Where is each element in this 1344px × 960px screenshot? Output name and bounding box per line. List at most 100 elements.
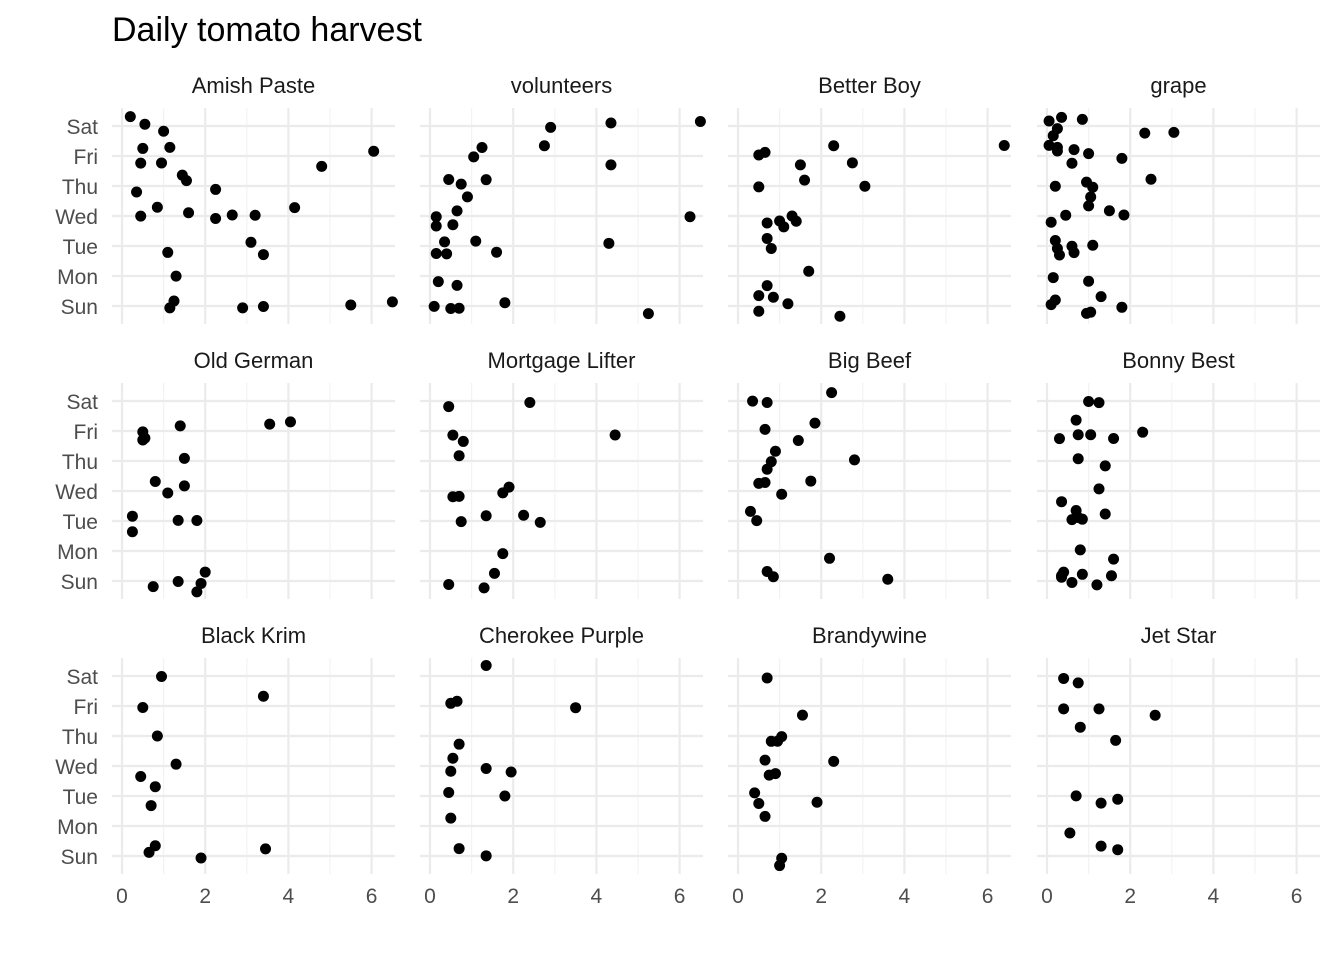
data-point [178,452,190,464]
data-point [642,308,654,320]
data-point [603,237,615,249]
data-point [782,298,794,310]
data-point [1051,243,1063,255]
data-point [345,299,357,311]
data-point [476,141,488,153]
data-point [1076,568,1088,580]
data-point [455,516,467,528]
data-point [147,581,159,593]
y-tick-label: Mon [57,266,98,289]
data-point [126,510,138,522]
data-point [451,279,463,291]
y-tick-label: Fri [74,146,99,169]
y-tick-label: Wed [55,481,98,504]
data-point [1085,429,1097,441]
data-point [811,796,823,808]
data-point [430,247,442,259]
data-point [1068,144,1080,156]
facet-label: Better Boy [818,73,921,98]
data-point [1058,672,1070,684]
data-point [451,205,463,217]
data-point [684,211,696,223]
data-point [491,246,503,258]
data-point [753,181,765,193]
y-tick-label: Tue [63,236,98,259]
data-point [443,787,455,799]
x-tick-label: 2 [1124,885,1136,908]
data-point [443,579,455,591]
data-point [1095,840,1107,852]
data-point [149,840,161,852]
data-point [1072,677,1084,689]
x-tick-label: 2 [507,885,519,908]
data-point [998,139,1010,151]
data-point [792,434,804,446]
x-tick-label: 6 [366,885,378,908]
data-point [1051,145,1063,157]
data-point [1112,844,1124,856]
data-point [137,702,149,714]
data-point [499,790,511,802]
data-point [759,810,771,822]
data-point [1145,173,1157,185]
data-point [451,695,463,707]
data-point [794,159,806,171]
data-point [1072,429,1084,441]
data-point [178,480,190,492]
data-point [828,140,840,152]
y-tick-label: Tue [63,511,98,534]
data-point [1045,216,1057,228]
data-point [183,207,195,219]
data-point [796,709,808,721]
data-point [1087,181,1099,193]
data-point [226,209,238,221]
data-point [767,571,779,583]
y-tick-label: Tue [63,786,98,809]
data-point [461,191,473,203]
data-point [828,755,840,767]
data-point [1064,827,1076,839]
data-point [1072,453,1084,465]
y-tick-label: Mon [57,541,98,564]
data-point [447,219,459,231]
data-point [453,450,465,462]
data-point [1108,432,1120,444]
data-point [769,445,781,457]
data-point [443,173,455,185]
data-point [776,488,788,500]
data-point [468,151,480,163]
data-point [137,426,149,438]
data-point [170,758,182,770]
data-point [1056,496,1068,508]
data-point [480,762,492,774]
facet-panel: Better Boy [728,73,1011,324]
data-point [249,209,261,221]
facet-panel: Brandywine 0 2 4 6 [728,623,1011,908]
facet-panel: volunteers [420,73,706,324]
facet-panel: Big Beef [728,348,1011,599]
data-point [168,295,180,307]
data-point [765,242,777,254]
data-point [439,236,451,248]
data-point [237,302,249,314]
data-point [503,481,515,493]
data-point [1083,200,1095,212]
data-point [803,265,815,277]
data-point [1095,291,1107,303]
data-point [158,125,170,137]
data-point [505,766,517,778]
data-point [534,516,546,528]
data-point [1070,790,1082,802]
y-tick-label: Thu [62,451,98,474]
data-point [609,429,621,441]
data-point [488,567,500,579]
data-point [1099,460,1111,472]
data-point [753,305,765,317]
data-point [1049,180,1061,192]
data-point [848,454,860,466]
data-point [1168,126,1180,138]
data-point [480,510,492,522]
data-point [1110,734,1122,746]
